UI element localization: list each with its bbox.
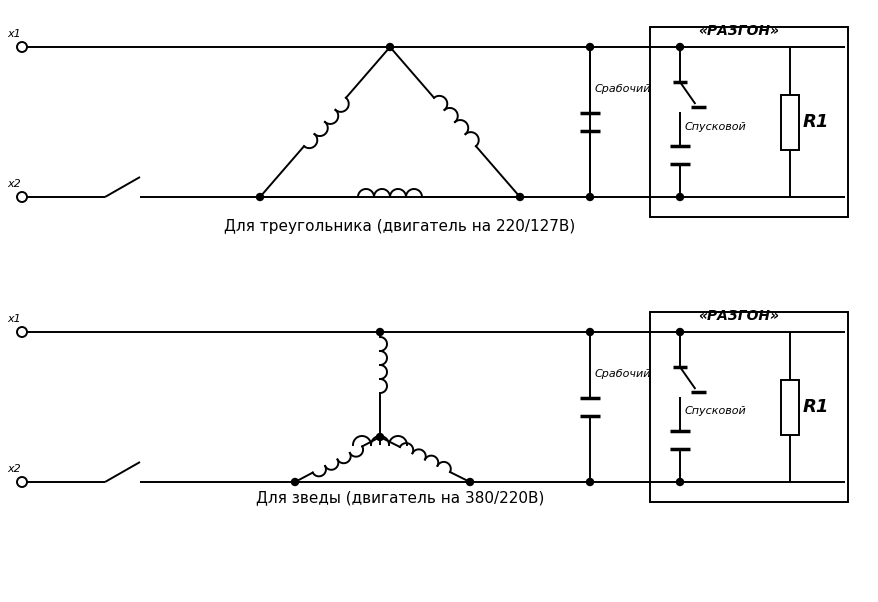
- Circle shape: [256, 193, 263, 200]
- Text: Спусковой: Спусковой: [684, 122, 746, 131]
- Circle shape: [586, 43, 593, 51]
- Circle shape: [291, 479, 299, 485]
- Circle shape: [376, 329, 383, 335]
- Bar: [781, 95, 798, 149]
- Circle shape: [17, 42, 27, 52]
- Circle shape: [376, 433, 383, 441]
- Text: «РАЗГОН»: «РАЗГОН»: [697, 24, 778, 38]
- Text: x2: x2: [7, 179, 21, 189]
- Bar: [649, 312, 847, 502]
- Circle shape: [586, 193, 593, 200]
- Text: x2: x2: [7, 464, 21, 474]
- Circle shape: [17, 327, 27, 337]
- Text: Срабочий: Срабочий: [594, 369, 651, 379]
- Bar: [781, 379, 798, 435]
- Text: x1: x1: [7, 29, 21, 39]
- Bar: [649, 27, 847, 217]
- Circle shape: [386, 43, 393, 51]
- Text: «РАЗГОН»: «РАЗГОН»: [697, 309, 778, 323]
- Circle shape: [516, 193, 523, 200]
- Circle shape: [17, 477, 27, 487]
- Text: Для зведы (двигатель на 380/220В): Для зведы (двигатель на 380/220В): [255, 490, 543, 505]
- Circle shape: [676, 479, 683, 485]
- Circle shape: [676, 193, 683, 200]
- Text: Срабочий: Срабочий: [594, 84, 651, 94]
- Circle shape: [586, 329, 593, 335]
- Text: Для треугольника (двигатель на 220/127В): Для треугольника (двигатель на 220/127В): [224, 219, 575, 234]
- Circle shape: [676, 43, 683, 51]
- Circle shape: [676, 329, 683, 335]
- Text: R1: R1: [802, 398, 829, 416]
- Text: R1: R1: [802, 113, 829, 131]
- Circle shape: [586, 479, 593, 485]
- Circle shape: [466, 479, 473, 485]
- Circle shape: [17, 192, 27, 202]
- Text: Спусковой: Спусковой: [684, 406, 746, 417]
- Text: x1: x1: [7, 314, 21, 324]
